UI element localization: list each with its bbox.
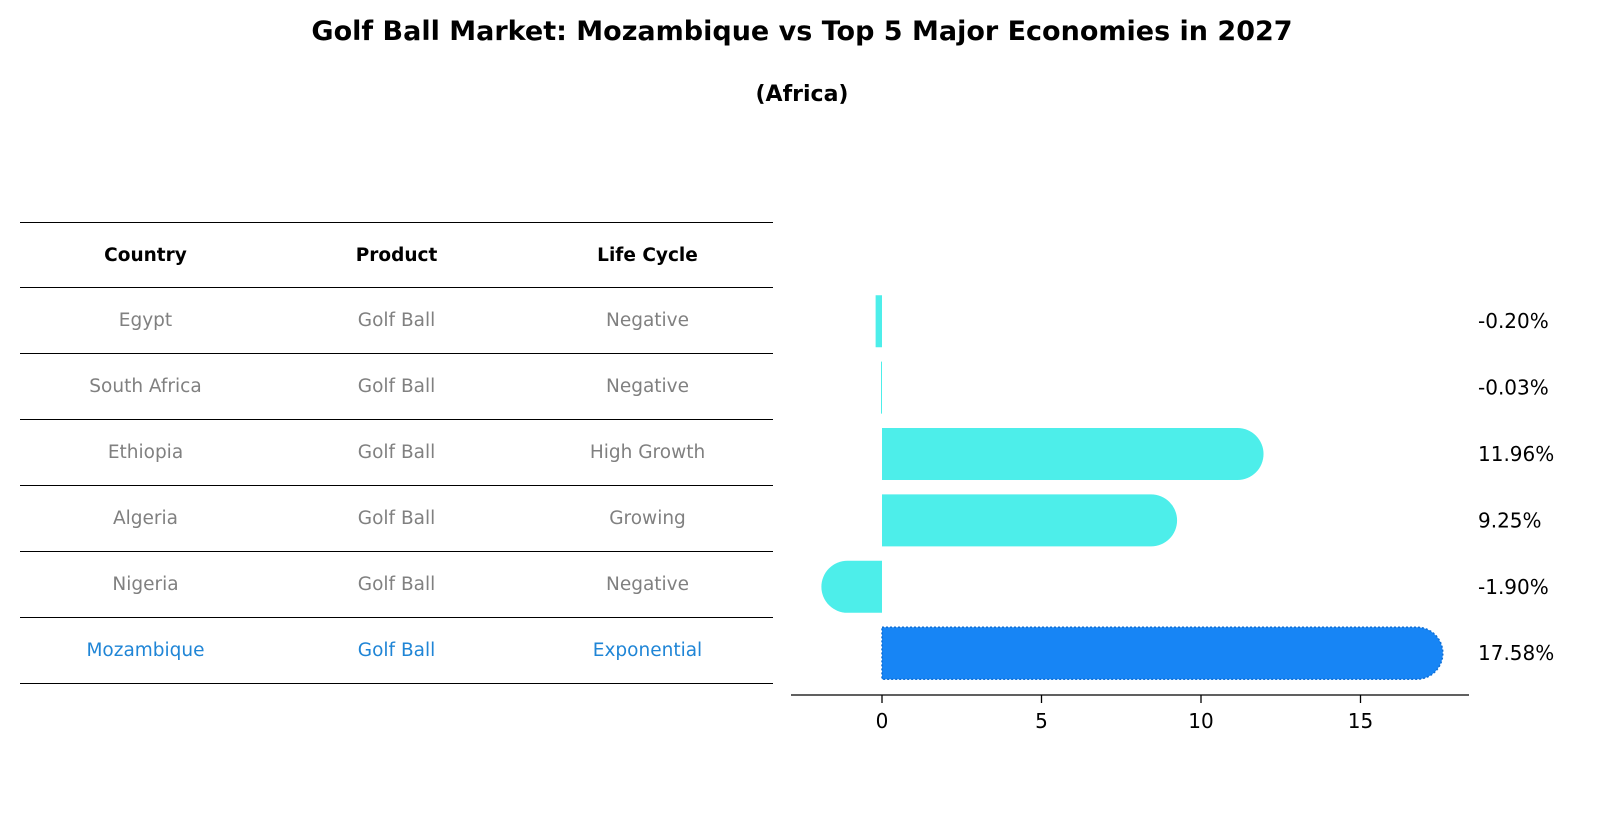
bar-algeria bbox=[882, 494, 1178, 547]
cell-product: Golf Ball bbox=[357, 310, 436, 331]
cell-country: Ethiopia bbox=[107, 442, 184, 463]
data-label: 17.58% bbox=[1478, 641, 1554, 665]
header-product: Product bbox=[355, 244, 438, 266]
cell-country: Algeria bbox=[112, 508, 178, 529]
cell-product: Golf Ball bbox=[357, 640, 436, 661]
x-tick-label: 0 bbox=[876, 709, 889, 733]
header-life-cycle: Life Cycle bbox=[597, 244, 698, 266]
cell-life-cycle: Negative bbox=[605, 574, 690, 595]
x-tick-label: 10 bbox=[1188, 709, 1213, 733]
x-tick-label: 5 bbox=[1035, 709, 1048, 733]
data-label: 11.96% bbox=[1478, 442, 1554, 466]
bar-nigeria bbox=[821, 560, 882, 613]
chart-title: Golf Ball Market: Mozambique vs Top 5 Ma… bbox=[311, 16, 1293, 47]
cell-life-cycle: High Growth bbox=[589, 442, 706, 463]
header-country: Country bbox=[104, 244, 187, 266]
cell-product: Golf Ball bbox=[357, 376, 436, 397]
cell-country: Nigeria bbox=[112, 574, 179, 595]
table-row: South Africa Golf Ball Negative bbox=[20, 354, 773, 420]
table-row: Egypt Golf Ball Negative bbox=[20, 288, 773, 354]
data-label: -0.20% bbox=[1478, 309, 1549, 333]
cell-country: South Africa bbox=[89, 376, 202, 397]
data-label: -1.90% bbox=[1478, 575, 1549, 599]
cell-country: Egypt bbox=[118, 310, 173, 331]
bar-south-africa bbox=[881, 361, 882, 414]
chart-subtitle: (Africa) bbox=[755, 82, 849, 107]
bar-egypt bbox=[875, 295, 882, 348]
bar-mozambique bbox=[881, 626, 1444, 680]
bar-ethiopia bbox=[882, 428, 1264, 480]
table-row: Nigeria Golf Ball Negative bbox=[20, 552, 773, 618]
table-header-row: Country Product Life Cycle bbox=[20, 222, 773, 288]
cell-life-cycle: Negative bbox=[605, 310, 690, 331]
data-label: 9.25% bbox=[1478, 508, 1542, 532]
data-label: -0.03% bbox=[1478, 376, 1549, 400]
cell-life-cycle: Negative bbox=[605, 376, 690, 397]
cell-country: Mozambique bbox=[86, 640, 205, 661]
x-tick-label: 15 bbox=[1348, 709, 1373, 733]
cell-life-cycle: Exponential bbox=[592, 640, 703, 661]
table-row: Ethiopia Golf Ball High Growth bbox=[20, 420, 773, 486]
cell-product: Golf Ball bbox=[357, 574, 436, 595]
table-row: Algeria Golf Ball Growing bbox=[20, 486, 773, 552]
table-row-highlighted: Mozambique Golf Ball Exponential bbox=[20, 618, 773, 684]
country-table: Country Product Life Cycle Egypt Golf Ba… bbox=[20, 222, 773, 684]
cell-life-cycle: Growing bbox=[609, 508, 686, 529]
cell-product: Golf Ball bbox=[357, 442, 436, 463]
cell-product: Golf Ball bbox=[357, 508, 436, 529]
